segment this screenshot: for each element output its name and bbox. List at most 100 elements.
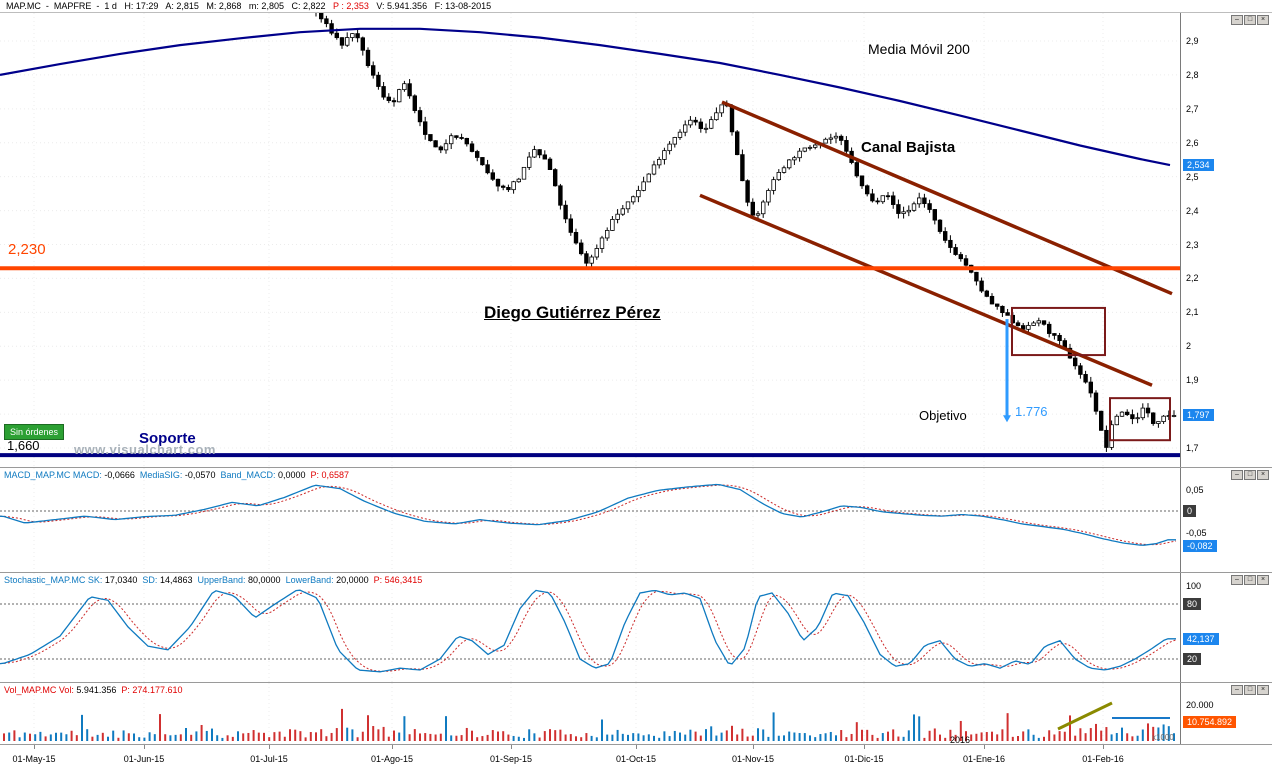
text-segment: UpperBand: [197,575,249,585]
volume-axis-scale[interactable]: 20.000 10.754.892 [1180,683,1272,744]
restore-button[interactable]: □ [1244,470,1256,480]
ma200-value-badge: 2,534 [1183,159,1214,172]
ma200-label: Media Móvil 200 [868,41,970,57]
text-segment: MediaSIG: [139,470,185,480]
price-tick-label: 2,8 [1186,69,1199,80]
time-axis-tick [511,745,512,749]
stochastic-chart-canvas[interactable] [0,573,1180,683]
volume-panel: Vol_MAP.MC Vol: 5.941.356 P: 274.177.610… [0,682,1272,745]
restore-button[interactable]: □ [1244,15,1256,25]
restore-button[interactable]: □ [1244,575,1256,585]
time-axis-tick [144,745,145,749]
text-segment: LowerBand: [285,575,337,585]
stochastic-panel: Stochastic_MAP.MC SK: 17,0340 SD: 14,486… [0,572,1272,683]
p-field: P : 2,353 [332,1,369,11]
series-descriptor: - MAPFRE - 1 d [40,1,125,11]
time-axis-label: 01-Ago-15 [370,754,414,764]
volume-chart-canvas[interactable] [0,683,1180,745]
text-segment: P: 0,6587 [310,470,350,480]
stoch-lowerband-badge: 20 [1183,653,1202,665]
stochastic-axis-scale[interactable]: 100 80 42,137 20 [1180,573,1272,682]
minimize-button[interactable]: – [1231,470,1243,480]
price-tick-label: 1,7 [1186,443,1199,453]
volume-value-badge: 10.754.892 [1183,716,1237,729]
text-segment: 80,0000 [248,575,286,585]
macd-axis-scale[interactable]: 0,05 -0,05 0 -0,082 [1180,468,1272,572]
time-axis-tick [984,745,985,749]
macd-indicator-header: MACD_MAP.MC MACD: -0,0666 MediaSIG: -0,0… [4,470,349,480]
price-tick-label: 1,9 [1186,375,1199,386]
time-axis-label: 01-Ene-16 [962,754,1006,764]
time-axis-tick [753,745,754,749]
close-button[interactable]: × [1257,575,1269,585]
macd-tick-label: -0,05 [1186,527,1207,538]
last-price-badge: 1,797 [1183,409,1214,422]
volume-unit-label: x1000 [1152,733,1174,742]
macd-value-badge: -0,082 [1183,540,1217,553]
stoch-upperband-badge: 80 [1183,598,1202,610]
minimize-button[interactable]: – [1231,15,1243,25]
target-price-label: 1.776 [1015,404,1048,419]
time-axis-label: 01-Dic-15 [844,754,884,764]
close-button[interactable]: × [1257,15,1269,25]
stoch-tick-label: 100 [1186,580,1202,591]
price-tick-label: 2,5 [1186,171,1199,182]
price-tick-label: 2,9 [1186,36,1199,46]
text-segment: SD: [142,575,160,585]
minimize-button[interactable]: – [1231,575,1243,585]
volume-panel-window-buttons: – □ × [1231,685,1269,695]
time-axis-tick [269,745,270,749]
resistance-price-label: 2,230 [8,241,46,258]
text-segment: Stochastic_MAP.MC SK: [4,575,105,585]
text-segment: 0,0000 [277,470,311,480]
text-segment: 5.941.356 [76,685,122,695]
time-axis-tick [864,745,865,749]
support-label: Soporte [139,430,196,447]
no-orders-badge: Sin órdenes [4,424,65,440]
time-axis-tick [34,745,35,749]
volume-tick-label: 20.000 [1186,700,1214,710]
text-segment: P: 546,3415 [373,575,423,585]
target-label: Objetivo [919,408,967,423]
time-axis-label: 01-May-15 [12,754,56,764]
price-tick-label: 2 [1186,341,1192,352]
close-button[interactable]: × [1257,685,1269,695]
support-price-label: 1,660 [7,438,40,453]
macd-panel: MACD_MAP.MC MACD: -0,0666 MediaSIG: -0,0… [0,467,1272,573]
bearish-channel-label: Canal Bajista [861,139,956,156]
stochastic-panel-window-buttons: – □ × [1231,575,1269,585]
minimize-button[interactable]: – [1231,685,1243,695]
time-axis-tick [392,745,393,749]
text-segment: -0,0666 [104,470,140,480]
time-axis-label: 01-Jun-15 [123,754,165,764]
time-axis-tick [636,745,637,749]
time-axis-label: 01-Sep-15 [489,754,533,764]
volume-date-fields: V: 5.941.356 F: 13-08-2015 [368,1,492,11]
price-axis-scale[interactable]: 2,92,82,72,62,52,42,32,22,121,91,81,72,5… [1180,13,1272,467]
text-segment: MACD_MAP.MC MACD: [4,470,105,480]
quote-header-bar: MAP.MC - MAPFRE - 1 d H: 17:29 A: 2,815 … [0,0,1272,13]
price-chart-canvas[interactable] [0,13,1180,467]
author-annotation: Diego Gutiérrez Pérez [484,303,661,322]
close-button[interactable]: × [1257,470,1269,480]
price-panel-window-buttons: – □ × [1231,15,1269,25]
macd-chart-canvas[interactable] [0,468,1180,573]
price-tick-label: 2,4 [1186,205,1199,216]
price-tick-label: 2,3 [1186,239,1199,250]
time-axis[interactable]: 01-May-15 01-Jun-15 01-Jul-15 01-Ago-15 01-S… [0,744,1272,772]
time-axis-label: 01-Oct-15 [615,754,657,764]
text-segment: Vol_MAP.MC Vol: [4,685,77,695]
time-axis-label: 01-Jul-15 [250,754,288,764]
stoch-value-badge: 42,137 [1183,632,1219,645]
year-label: 2016 [950,735,971,745]
macd-zero-badge: 0 [1183,505,1197,517]
price-tick-label: 2,6 [1186,137,1199,148]
restore-button[interactable]: □ [1244,685,1256,695]
price-tick-label: 2,7 [1186,103,1199,114]
ohlc-fields: H: 17:29 A: 2,815 M: 2,868 m: 2,805 C: 2… [124,1,333,11]
time-axis-label: 01-Nov-15 [731,754,775,764]
price-chart-panel: 2,92,82,72,62,52,42,32,22,121,91,81,72,5… [0,13,1272,467]
macd-tick-label: 0,05 [1186,484,1204,495]
time-axis-label: 01-Feb-16 [1082,754,1124,764]
